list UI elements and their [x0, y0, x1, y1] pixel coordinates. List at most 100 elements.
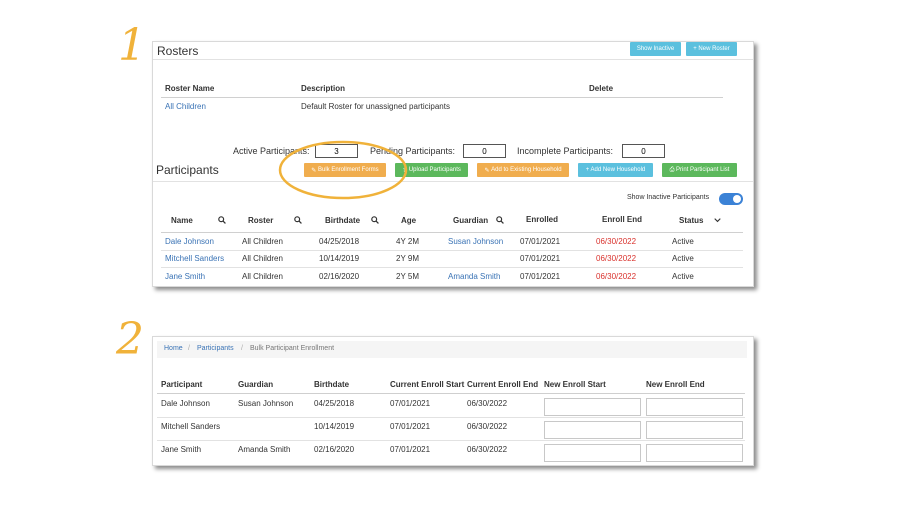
bulk-enrollment-panel: Home / Participants / Bulk Participant E…	[152, 336, 754, 466]
guardian-link[interactable]: Susan Johnson	[448, 237, 504, 246]
col-birthdate: Birthdate	[314, 380, 350, 389]
participant-enrolled: 07/01/2021	[520, 237, 561, 246]
participant-link[interactable]: Mitchell Sanders	[165, 254, 225, 263]
incomplete-participants-label: Incomplete Participants:	[517, 146, 614, 156]
print-participant-list-label: Print Participant List	[676, 167, 730, 173]
edit-icon: ✎	[484, 167, 492, 174]
col-roster-name: Roster Name	[165, 84, 215, 93]
col-guardian: Guardian	[238, 380, 274, 389]
show-inactive-participants-label: Show Inactive Participants	[627, 194, 710, 201]
participant-birthdate: 02/16/2020	[319, 272, 360, 281]
breadcrumb-home[interactable]: Home	[164, 345, 183, 352]
breadcrumb-participants[interactable]: Participants	[197, 345, 234, 352]
participant-enrolled: 07/01/2021	[520, 254, 561, 263]
bulk-current-start: 07/01/2021	[390, 445, 431, 454]
participant-roster: All Children	[242, 254, 283, 263]
participant-enrolled: 07/01/2021	[520, 272, 561, 281]
col-roster: Roster	[248, 216, 274, 225]
divider	[157, 417, 745, 418]
participant-link[interactable]: Dale Johnson	[165, 237, 214, 246]
add-existing-household-button[interactable]: ✎ Add to Existing Household	[477, 163, 569, 177]
roster-panel: Rosters Show Inactive + New Roster Roste…	[152, 41, 754, 287]
participant-age: 4Y 2M	[396, 237, 419, 246]
participant-status: Active	[672, 254, 694, 263]
col-delete: Delete	[589, 84, 614, 93]
participant-status: Active	[672, 272, 694, 281]
breadcrumb-separator: /	[241, 345, 243, 352]
bulk-guardian: Amanda Smith	[238, 445, 291, 454]
active-participants-label: Active Participants:	[233, 146, 310, 156]
new-enroll-end-input[interactable]	[646, 421, 743, 439]
step-number-1: 1	[118, 20, 146, 71]
bulk-current-start: 07/01/2021	[390, 399, 431, 408]
rosters-title: Rosters	[157, 44, 199, 58]
roster-description: Default Roster for unassigned participan…	[301, 102, 450, 111]
participant-status: Active	[672, 237, 694, 246]
edit-icon: ✎	[311, 167, 318, 174]
show-inactive-participants-toggle[interactable]	[719, 193, 743, 205]
divider	[161, 232, 743, 233]
bulk-enrollment-forms-button[interactable]: ✎ Bulk Enrollment Forms	[304, 163, 386, 177]
new-enroll-start-input[interactable]	[544, 398, 641, 416]
pending-participants-count: 0	[463, 144, 506, 158]
add-existing-household-label: Add to Existing Household	[491, 167, 562, 173]
new-enroll-start-input[interactable]	[544, 444, 641, 462]
bulk-current-end: 06/30/2022	[467, 422, 508, 431]
participant-age: 2Y 9M	[396, 254, 419, 263]
divider	[157, 393, 745, 394]
participant-enroll-end: 06/30/2022	[596, 237, 637, 246]
col-current-enroll-start: Current Enroll Start	[390, 380, 465, 389]
col-current-enroll-end: Current Enroll End	[467, 380, 539, 389]
incomplete-participants-count: 0	[622, 144, 665, 158]
col-name: Name	[171, 216, 193, 225]
col-new-enroll-start: New Enroll Start	[544, 380, 606, 389]
participant-birthdate: 10/14/2019	[319, 254, 360, 263]
breadcrumb-separator: /	[188, 345, 190, 352]
bulk-participant: Jane Smith	[161, 445, 202, 454]
col-birthdate: Birthdate	[325, 216, 361, 225]
divider	[161, 97, 723, 98]
participant-enroll-end: 06/30/2022	[596, 254, 637, 263]
bulk-participant: Dale Johnson	[161, 399, 210, 408]
upload-icon: ⇧	[402, 167, 409, 174]
bulk-birthdate: 10/14/2019	[314, 422, 355, 431]
participant-roster: All Children	[242, 272, 283, 281]
search-icon[interactable]	[218, 216, 226, 224]
col-new-enroll-end: New Enroll End	[646, 380, 705, 389]
search-icon[interactable]	[371, 216, 379, 224]
bulk-participant: Mitchell Sanders	[161, 422, 221, 431]
chevron-down-icon[interactable]	[714, 217, 721, 223]
highlight-ellipse	[278, 140, 408, 200]
bulk-current-end: 06/30/2022	[467, 399, 508, 408]
print-participant-list-button[interactable]: ⎙ Print Participant List	[662, 163, 737, 177]
participant-birthdate: 04/25/2018	[319, 237, 360, 246]
participants-title: Participants	[156, 163, 219, 177]
upload-participants-button[interactable]: ⇧ Upload Participants	[395, 163, 468, 177]
upload-participants-label: Upload Participants	[408, 167, 461, 173]
participant-link[interactable]: Jane Smith	[165, 272, 206, 281]
bulk-current-end: 06/30/2022	[467, 445, 508, 454]
search-icon[interactable]	[496, 216, 504, 224]
col-description: Description	[301, 84, 346, 93]
show-inactive-button[interactable]: Show Inactive	[630, 42, 681, 56]
bulk-guardian: Susan Johnson	[238, 399, 294, 408]
step-number-2: 2	[116, 314, 144, 365]
bulk-current-start: 07/01/2021	[390, 422, 431, 431]
col-enroll-end: Enroll End	[602, 215, 642, 224]
new-enroll-end-input[interactable]	[646, 398, 743, 416]
printer-icon: ⎙	[669, 166, 677, 173]
col-status: Status	[679, 216, 704, 225]
divider	[157, 440, 745, 441]
active-participants-count: 3	[315, 144, 358, 158]
add-new-household-button[interactable]: + Add New Household	[578, 163, 653, 177]
breadcrumb-current: Bulk Participant Enrollment	[250, 345, 335, 352]
guardian-link[interactable]: Amanda Smith	[448, 272, 501, 281]
new-enroll-end-input[interactable]	[646, 444, 743, 462]
new-enroll-start-input[interactable]	[544, 421, 641, 439]
participant-enroll-end: 06/30/2022	[596, 272, 637, 281]
search-icon[interactable]	[294, 216, 302, 224]
divider	[161, 267, 743, 268]
roster-link-all-children[interactable]: All Children	[165, 102, 206, 111]
new-roster-button[interactable]: + New Roster	[686, 42, 737, 56]
bulk-birthdate: 04/25/2018	[314, 399, 355, 408]
